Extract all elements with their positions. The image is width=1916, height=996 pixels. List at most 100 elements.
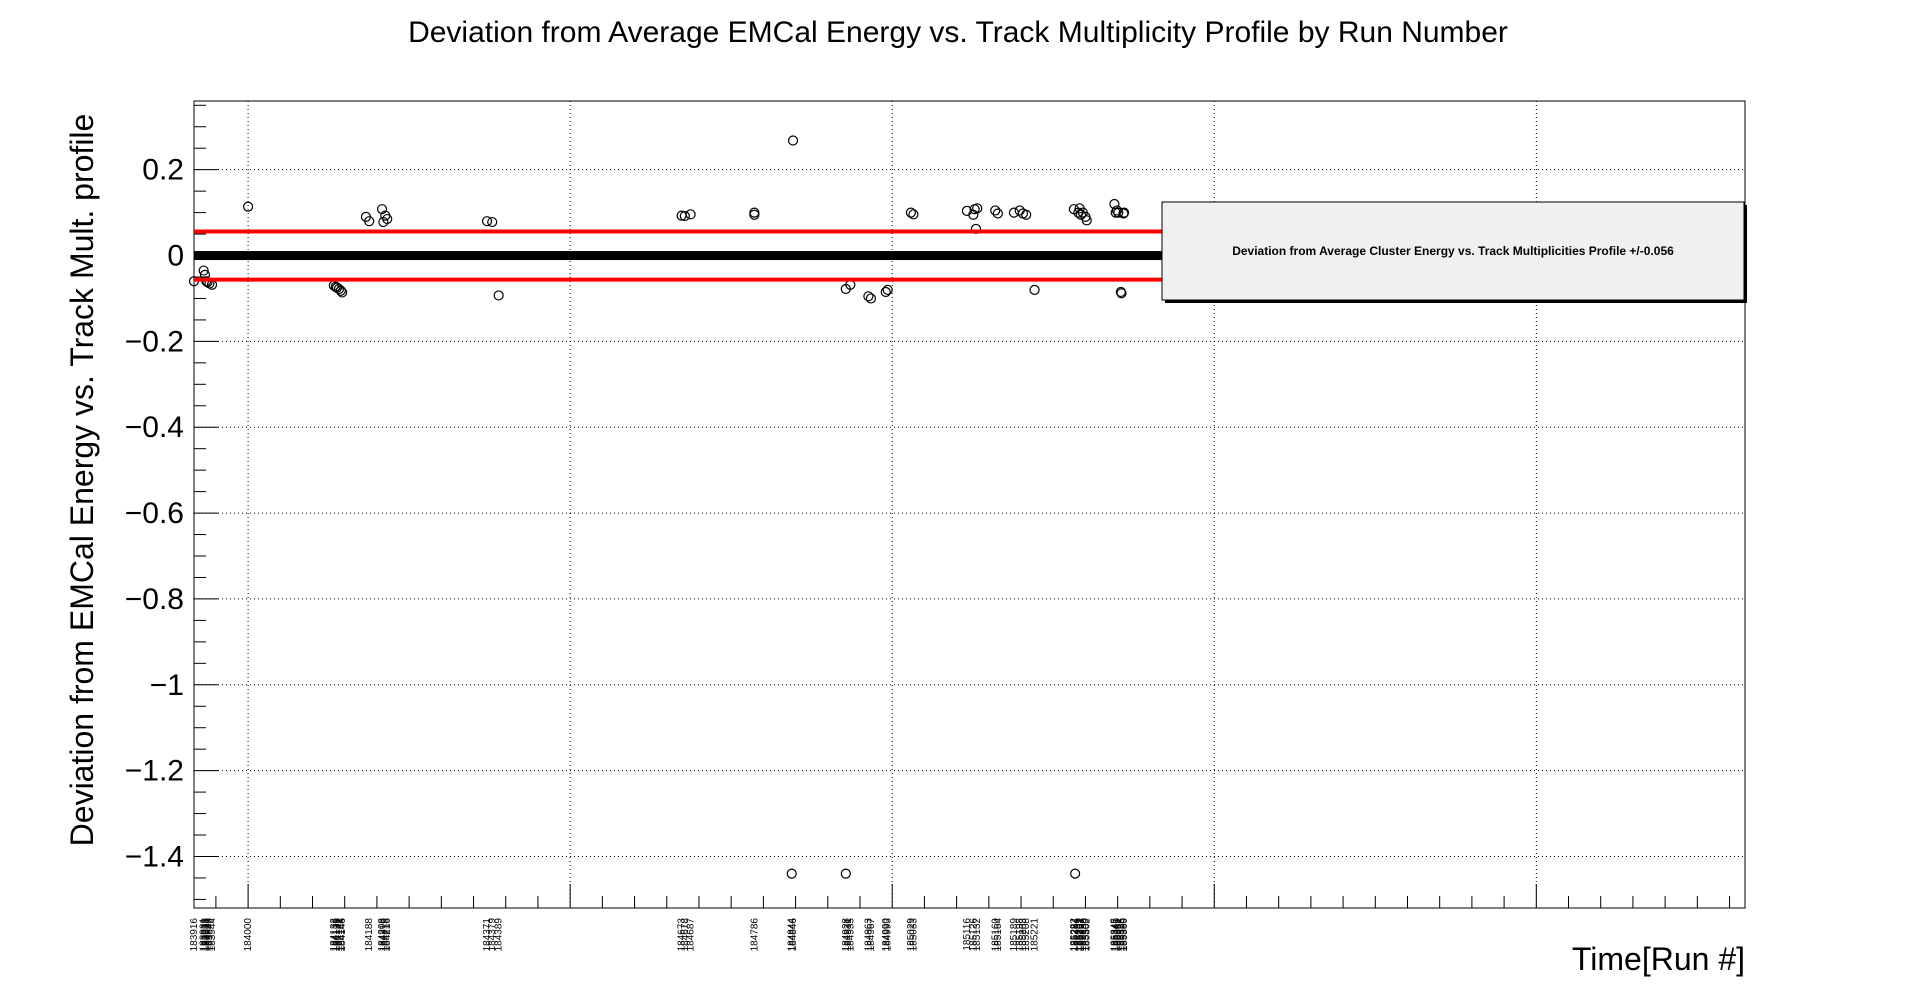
x-tick-label: 185208 <box>1021 918 1032 952</box>
data-point <box>786 868 797 879</box>
data-point <box>685 209 696 220</box>
data-point <box>382 213 393 225</box>
x-tick-label: 184990 <box>881 918 892 952</box>
y-tick-label: −0.4 <box>125 411 184 444</box>
x-tick-label: 185189 <box>1009 918 1020 952</box>
data-point <box>865 293 877 304</box>
x-tick-label: 184000 <box>243 918 254 952</box>
x-tick-label: 184935 <box>845 918 856 952</box>
x-tick-label: 185221 <box>1030 918 1041 952</box>
x-tick-label: 184379 <box>487 918 498 952</box>
x-tick-label: 185160 <box>990 918 1001 952</box>
data-point <box>749 207 760 218</box>
x-tick-label: 185351 <box>1113 918 1124 952</box>
x-tick-label: 184928 <box>841 918 852 952</box>
data-point <box>990 205 1001 216</box>
x-tick-label: 183940 <box>204 918 215 952</box>
x-tick-label: 185203 <box>1018 918 1029 952</box>
x-tick-label: 183944 <box>207 918 218 952</box>
x-tick-label: 184141 <box>334 918 345 952</box>
x-tick-label: 183916 <box>189 918 200 952</box>
data-point <box>992 208 1003 219</box>
x-tick-label: 185300 <box>1080 918 1091 952</box>
x-tick-label: 185289 <box>1073 918 1084 952</box>
y-tick-label: −1.2 <box>125 755 184 788</box>
x-tick-label: 185164 <box>993 918 1004 952</box>
data-point <box>333 283 345 295</box>
x-tick-label: 185284 <box>1070 918 1081 952</box>
y-tick-label: −0.2 <box>125 325 184 358</box>
x-tick-label: 184188 <box>364 918 375 952</box>
data-point <box>972 203 983 214</box>
y-axis-label: Deviation from EMCal Energy vs. Track Mu… <box>64 114 100 847</box>
data-point <box>1008 207 1020 218</box>
x-tick-label: 184844 <box>787 918 798 952</box>
x-tick-label: 185282 <box>1069 918 1080 952</box>
data-point <box>1116 288 1127 299</box>
x-tick-label: 185359 <box>1118 918 1129 952</box>
y-tick-label: −1 <box>150 669 184 702</box>
y-tick-labels: 0.2 0 −0.2 −0.4 −0.6 −0.8 −1 −1.2 −1.4 <box>125 154 184 874</box>
data-point <box>243 201 254 212</box>
x-tick-label: 184213 <box>380 918 391 952</box>
x-tick-label: 185302 <box>1082 918 1093 952</box>
x-tick-label: 185349 <box>1112 918 1123 952</box>
data-point <box>1081 215 1092 226</box>
x-tick-label: 184138 <box>332 918 343 952</box>
y-tick-label: −1.4 <box>125 840 184 873</box>
x-tick-label: 185356 <box>1117 918 1128 952</box>
data-point <box>905 207 916 218</box>
x-tick-label: 184786 <box>749 918 760 952</box>
data-point <box>493 290 504 301</box>
data-point <box>863 291 874 302</box>
axes <box>193 100 1746 909</box>
x-tick-label: 183933 <box>200 918 211 952</box>
x-tick-label: 184678 <box>680 918 691 952</box>
data-point <box>1070 868 1081 879</box>
data-point <box>198 265 209 276</box>
data-point <box>908 209 919 220</box>
x-tick-label: 184963 <box>863 918 874 952</box>
x-tick-label: 184993 <box>883 918 894 952</box>
data-point <box>787 135 799 146</box>
data-point <box>679 210 690 222</box>
x-tick-label: 185360 <box>1119 918 1130 952</box>
zero-line <box>194 251 1745 261</box>
x-tick-label: 184216 <box>382 918 393 952</box>
x-tick-label: 185293 <box>1076 918 1087 952</box>
y-tick-label: −0.6 <box>125 497 184 530</box>
y-tick-label: −0.8 <box>125 583 184 616</box>
x-tick-label: 184210 <box>378 918 389 952</box>
data-point <box>364 216 375 227</box>
data-point <box>1113 207 1124 218</box>
plot-frame <box>193 100 1746 909</box>
data-point <box>376 204 388 215</box>
x-tick-label: 185126 <box>968 918 979 952</box>
x-tick-label: 185116 <box>962 918 973 951</box>
data-point <box>335 285 346 296</box>
data-point <box>1111 205 1123 216</box>
data-points <box>188 135 1130 879</box>
x-tick-label: 183935 <box>201 918 212 952</box>
data-point <box>1118 207 1130 218</box>
data-point <box>749 209 760 220</box>
x-axis-label: Time[Run #] <box>1572 941 1745 977</box>
x-tick-label: 184146 <box>337 918 348 952</box>
x-tick-labels: 1839161839311839331839351839371839401839… <box>189 918 1130 952</box>
x-tick-label: 184144 <box>336 918 347 952</box>
x-tick-label: 184133 <box>329 918 340 952</box>
x-tick-label: 184931 <box>843 918 854 952</box>
data-point <box>481 216 493 227</box>
x-tick-label: 184389 <box>494 918 505 952</box>
legend-box <box>1161 201 1745 301</box>
x-tick-label: 185345 <box>1109 918 1120 952</box>
x-tick-label: 184208 <box>377 918 388 952</box>
y-tick-label: 0.2 <box>142 154 184 187</box>
x-tick-label: 184967 <box>866 918 877 952</box>
x-tick-label: 184371 <box>482 918 493 952</box>
chart-title: Deviation from Average EMCal Energy vs. … <box>408 16 1508 49</box>
data-point <box>487 216 498 228</box>
x-tick-label: 185355 <box>1116 918 1127 952</box>
data-point <box>880 286 891 298</box>
